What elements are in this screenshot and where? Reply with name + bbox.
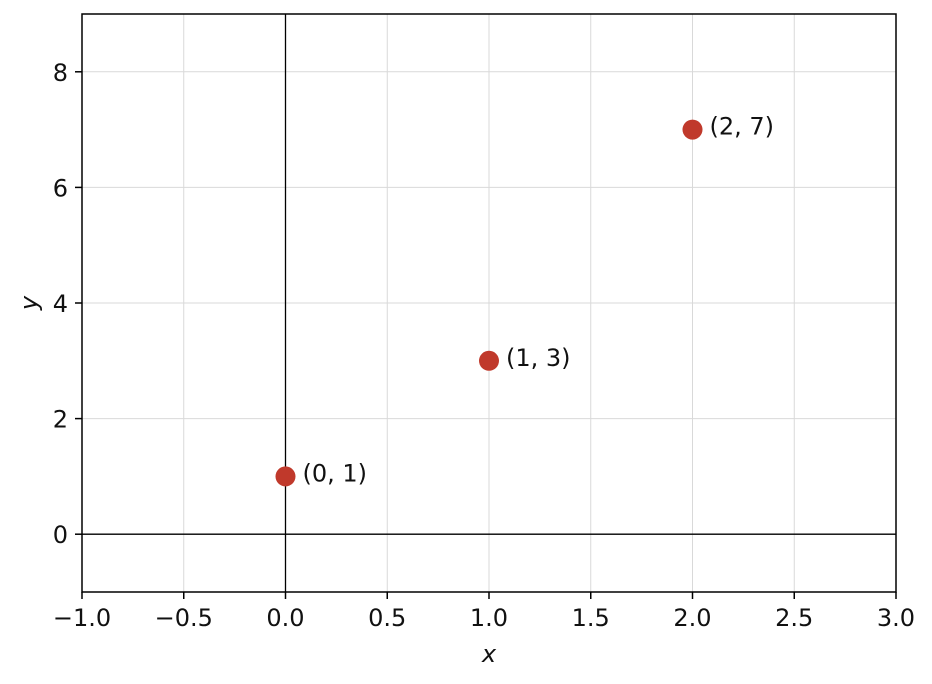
data-point-label: (1, 3) bbox=[506, 344, 571, 372]
y-tick-label: 2 bbox=[53, 406, 68, 434]
data-point bbox=[682, 119, 703, 140]
grid bbox=[81, 14, 897, 592]
x-axis-label: x bbox=[481, 640, 497, 668]
x-tick-label: 1.5 bbox=[572, 604, 610, 632]
data-point bbox=[275, 466, 296, 487]
y-tick-label: 0 bbox=[53, 521, 68, 549]
y-tick-label: 8 bbox=[53, 59, 68, 87]
point-labels: (0, 1) (1, 3) (2, 7) bbox=[303, 113, 775, 488]
x-tick-label: −0.5 bbox=[155, 604, 213, 632]
y-tick-label: 4 bbox=[53, 290, 68, 318]
data-point-label: (0, 1) bbox=[303, 459, 368, 487]
y-tick-labels: 0 2 4 6 8 bbox=[53, 59, 68, 549]
x-tick-label: 0.5 bbox=[368, 604, 406, 632]
data-point bbox=[479, 350, 499, 371]
reference-lines bbox=[82, 14, 896, 592]
x-tick-label: 1.0 bbox=[470, 604, 508, 632]
y-tick-label: 6 bbox=[53, 174, 68, 202]
y-axis-label: y bbox=[15, 295, 43, 311]
x-tick-label: 0.0 bbox=[266, 604, 304, 632]
x-tick-label: 3.0 bbox=[877, 604, 915, 632]
data-point-label: (2, 7) bbox=[710, 113, 775, 141]
x-tick-label: 2.5 bbox=[775, 604, 813, 632]
data-points bbox=[275, 119, 703, 487]
plot-frame bbox=[81, 13, 897, 593]
x-tick-labels: −1.0 −0.5 0.0 0.5 1.0 1.5 2.0 2.5 3.0 bbox=[53, 604, 915, 632]
tick-marks bbox=[75, 71, 897, 599]
x-tick-label: −1.0 bbox=[53, 604, 111, 632]
x-tick-label: 2.0 bbox=[673, 604, 711, 632]
